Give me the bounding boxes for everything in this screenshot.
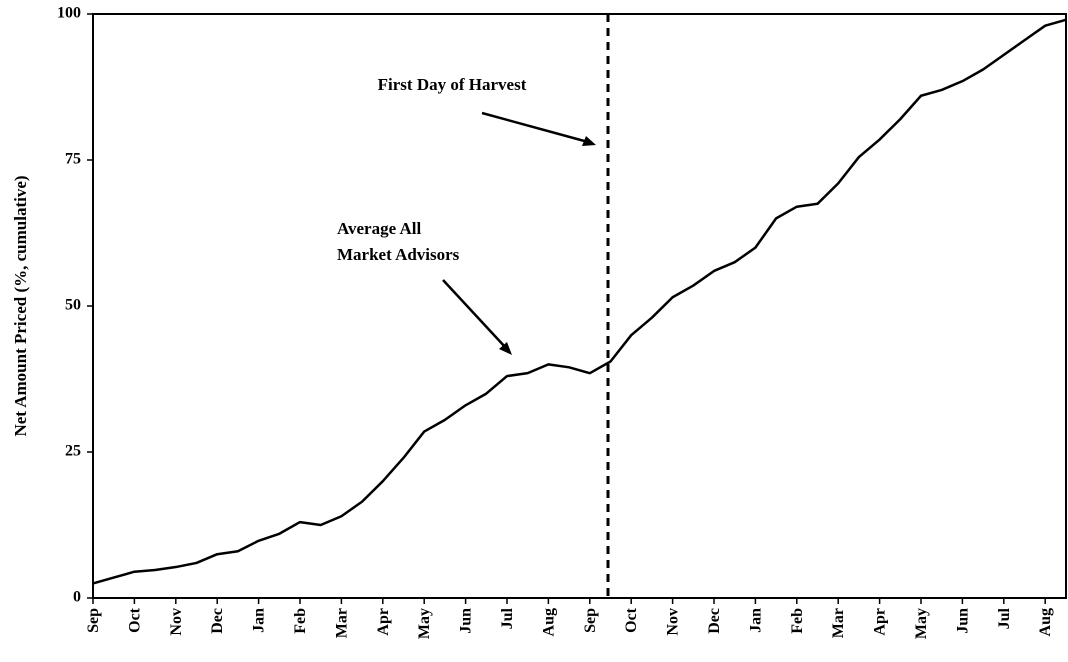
annotation: Market Advisors [337, 245, 460, 264]
x-tick-label: Jul [996, 607, 1013, 629]
x-tick-label: Aug [540, 608, 557, 636]
x-tick-label: Apr [872, 608, 889, 636]
x-tick-label: Dec [706, 608, 723, 634]
x-tick-label: Aug [1037, 608, 1054, 636]
y-tick-label: 0 [73, 589, 81, 606]
arrow [442, 279, 507, 349]
x-tick-label: Dec [209, 608, 226, 634]
x-tick-label: May [913, 608, 930, 639]
x-tick-label: Nov [168, 608, 185, 636]
x-tick-label: Apr [375, 608, 392, 636]
y-tick-label: 50 [65, 297, 81, 314]
plot-frame [92, 13, 1067, 599]
x-tick-label: Nov [665, 608, 682, 636]
x-tick-label: Jun [458, 608, 475, 634]
x-tick-label: Mar [830, 608, 847, 638]
x-tick-label: Jan [251, 608, 268, 633]
x-tick-label: Oct [623, 607, 640, 633]
arrow-head [499, 342, 512, 355]
x-tick-label: Feb [292, 608, 309, 634]
x-tick-label: Mar [333, 608, 350, 638]
x-tick-label: Oct [126, 607, 143, 633]
annotation: First Day of Harvest [378, 75, 527, 94]
arrow-head [582, 136, 596, 146]
x-tick-label: Sep [582, 608, 599, 633]
y-tick-label: 75 [65, 151, 81, 168]
x-tick-label: May [416, 608, 433, 639]
x-tick-label: Feb [789, 608, 806, 634]
series-line [92, 18, 1067, 585]
x-tick-label: Jun [954, 608, 971, 634]
arrow [481, 111, 589, 144]
x-tick-label: Jan [747, 608, 764, 633]
y-tick-label: 25 [65, 443, 81, 460]
annotation: Average All [337, 219, 421, 238]
x-tick-label: Sep [85, 608, 102, 633]
y-axis-label: Net Amount Priced (%, cumulative) [11, 175, 30, 436]
y-tick-label: 100 [57, 5, 81, 22]
x-tick-label: Jul [499, 607, 516, 629]
